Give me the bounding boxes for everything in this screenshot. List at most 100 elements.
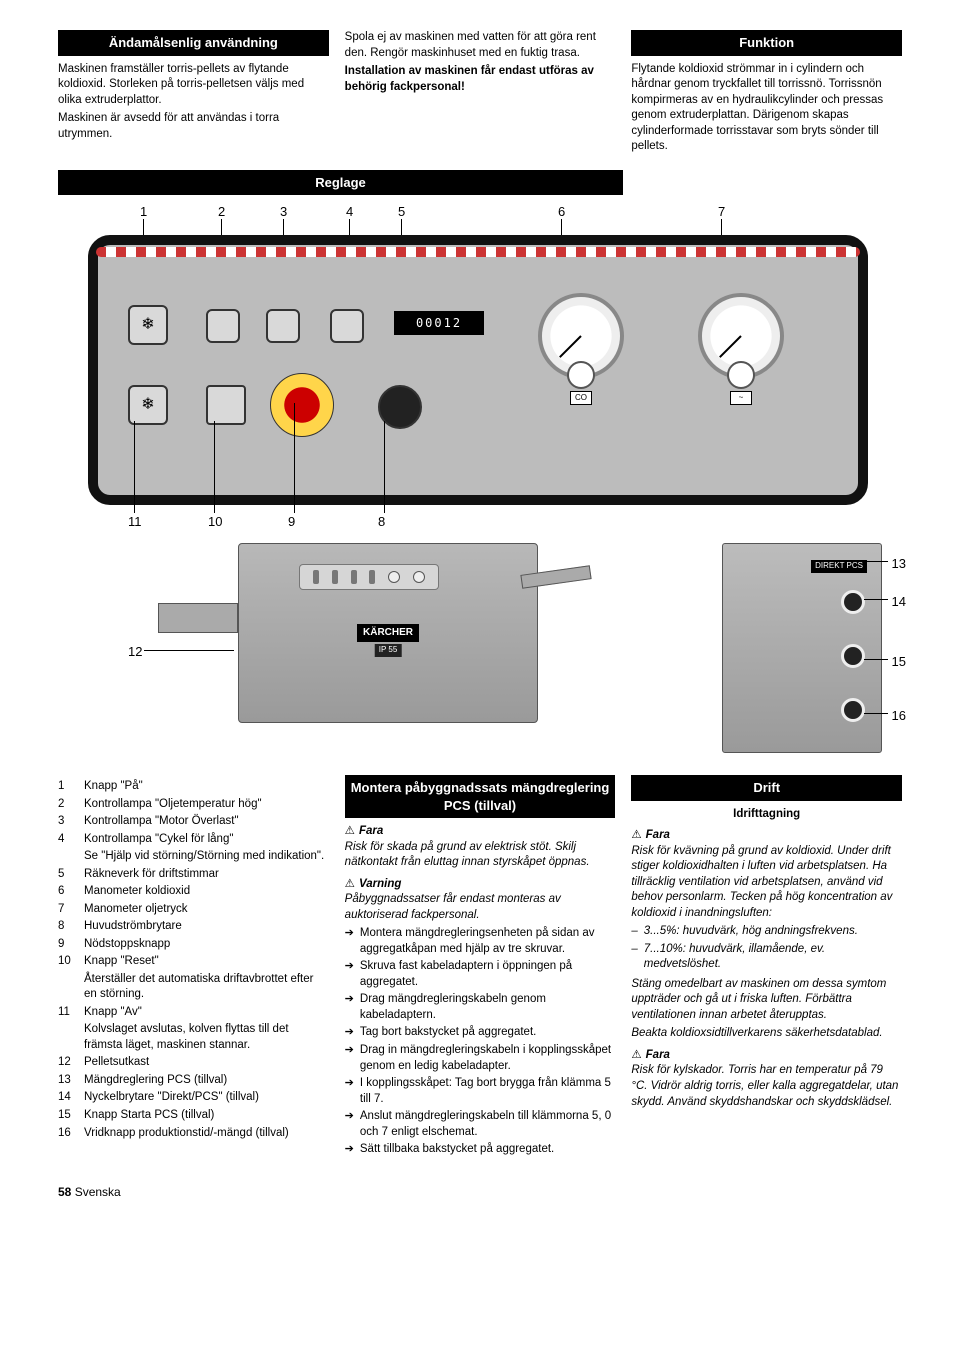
- legend-text: Knapp "Reset": [84, 954, 329, 970]
- top-col-2: Spola ej av maskinen med vatten för att …: [345, 30, 616, 158]
- lead: [294, 403, 295, 513]
- callout-14: 14: [892, 593, 906, 611]
- legend-text: Nyckelbrytare "Direkt/PCS" (tillval): [84, 1090, 329, 1106]
- reset-button-icon: [206, 385, 246, 425]
- legend-number: 16: [58, 1126, 76, 1142]
- gauge-oil-label: ~: [730, 391, 752, 405]
- emergency-stop: [270, 373, 334, 437]
- legend-row: 4Kontrollampa "Cykel för lång": [58, 832, 329, 848]
- top-col-1: Ändamålsenlig användning Maskinen framst…: [58, 30, 329, 158]
- callout-12: 12: [128, 643, 142, 661]
- legend-extra: Återställer det automatiska driftavbrott…: [58, 972, 329, 1003]
- legend-extra: Kolvslaget avslutas, kolven flyttas till…: [58, 1022, 329, 1053]
- step-item: I kopplingsskåpet: Tag bort brygga från …: [345, 1076, 616, 1107]
- legend-row: 13Mängdreglering PCS (tillval): [58, 1073, 329, 1089]
- gauge-co2: CO: [538, 293, 624, 379]
- legend-number: 5: [58, 867, 76, 883]
- machine-chute: [520, 565, 591, 589]
- drift-sub: Idrifttagning: [631, 807, 902, 823]
- brand-badge: KÄRCHER: [357, 624, 419, 642]
- symptom-item: 7...10%: huvudvärk, illamående, ev. medv…: [631, 942, 902, 973]
- callout-10: 10: [208, 513, 222, 531]
- legend-number: 11: [58, 1005, 76, 1021]
- legend-row: 15Knapp Starta PCS (tillval): [58, 1108, 329, 1124]
- callout-3: 3: [280, 203, 287, 221]
- bottom-columns: 1Knapp "På" 2 Kontrollampa "Oljetemperatur…: [58, 773, 902, 1161]
- callout-6: 6: [558, 203, 565, 221]
- header-andamal: Ändamålsenlig användning: [58, 30, 329, 56]
- legend-text: Huvudströmbrytare: [84, 919, 329, 935]
- montera-varning-text: Påbyggnadssatser får endast monteras av …: [345, 892, 616, 923]
- legend-number: 7: [58, 902, 76, 918]
- legend-column: 1Knapp "På" 2 Kontrollampa "Oljetemperatur…: [58, 773, 329, 1161]
- symptom-item: 3...5%: huvudvärk, hög andningsfrekvens.: [631, 924, 902, 940]
- legend-text: Pelletsutkast: [84, 1055, 329, 1071]
- lead: [144, 650, 234, 651]
- legend-text: Vridknapp produktionstid/-mängd (tillval…: [84, 1126, 329, 1142]
- legend-number: 1: [58, 779, 76, 795]
- callout-4: 4: [346, 203, 353, 221]
- legend-row: 16 Vridknapp produktionstid/-mängd (till…: [58, 1126, 329, 1142]
- page-number: 58: [58, 1185, 71, 1199]
- montera-fara-label: ⚠Fara: [345, 824, 616, 840]
- drift-fara2-text: Risk för kylskador. Torris har en temper…: [631, 1063, 902, 1110]
- gauge-oil: ~: [698, 293, 784, 379]
- off-button-icon: ❄: [128, 385, 168, 425]
- drift-symptoms: 3...5%: huvudvärk, hög andningsfrekvens.…: [631, 924, 902, 973]
- lamp-motor-overload: [266, 309, 300, 343]
- page-lang: Svenska: [75, 1185, 121, 1199]
- lead: [384, 421, 385, 513]
- legend-row: 11 Knapp "Av": [58, 1005, 329, 1021]
- legend-text: Knapp Starta PCS (tillval): [84, 1108, 329, 1124]
- header-montera: Montera påbyggnadssats mängdreglering PC…: [345, 775, 616, 818]
- lead: [864, 713, 888, 714]
- legend-row: 9 Nödstoppsknapp: [58, 937, 329, 953]
- legend-row: 7Manometer oljetryck: [58, 902, 329, 918]
- montera-steps: Montera mängdregleringsenheten på sidan …: [345, 926, 616, 1157]
- legend-text: Kontrollampa "Oljetemperatur hög": [84, 797, 329, 813]
- legend-text: Kontrollampa "Motor Överlast": [84, 814, 329, 830]
- pcs-unit: DIREKT PCS: [722, 543, 882, 753]
- lead: [134, 421, 135, 513]
- andamal-p2: Maskinen är avsedd för att användas i to…: [58, 111, 329, 142]
- legend-number: 13: [58, 1073, 76, 1089]
- montera-varning-label: ⚠Varning: [345, 877, 616, 893]
- callout-7: 7: [718, 203, 725, 221]
- legend-text: Knapp "Av": [84, 1005, 329, 1021]
- legend-number: 4: [58, 832, 76, 848]
- callout-11: 11: [128, 513, 142, 531]
- callout-13: 13: [892, 555, 906, 573]
- legend-number: 8: [58, 919, 76, 935]
- drift-column: Drift Idrifttagning ⚠Fara Risk för kvävn…: [631, 773, 902, 1161]
- header-reglage: Reglage: [58, 170, 623, 196]
- top-col-3: Funktion Flytande koldioxid strömmar in …: [631, 30, 902, 158]
- legend-row: 6Manometer koldioxid: [58, 884, 329, 900]
- step-item: Drag mängdregleringskabeln genom kabelad…: [345, 992, 616, 1023]
- col2-p1: Spola ej av maskinen med vatten för att …: [345, 30, 616, 61]
- callout-9: 9: [288, 513, 295, 531]
- step-item: Anslut mängdregleringskabeln till klämmo…: [345, 1109, 616, 1140]
- callout-2: 2: [218, 203, 225, 221]
- legend-number: 14: [58, 1090, 76, 1106]
- legend-row: 5Räkneverk för driftstimmar: [58, 867, 329, 883]
- legend-number: 9: [58, 937, 76, 953]
- header-funktion: Funktion: [631, 30, 902, 56]
- drift-after2: Beakta koldioxsidtillverkarens säkerhets…: [631, 1026, 902, 1042]
- drift-fara1-text: Risk för kvävning på grund av koldioxid.…: [631, 844, 902, 922]
- step-item: Montera mängdregleringsenheten på sidan …: [345, 926, 616, 957]
- legend-number: 2: [58, 797, 76, 813]
- andamal-p1: Maskinen framställer torris-pellets av f…: [58, 62, 329, 109]
- legend-row: 1Knapp "På": [58, 779, 329, 795]
- legend-row: 12Pelletsutkast: [58, 1055, 329, 1071]
- col2-p2: Installation av maskinen får endast utfö…: [345, 64, 616, 95]
- gauge-co2-label: CO: [570, 391, 592, 405]
- controls-diagram: 1 2 3 4 5 6 7 ❄ 00012 CO ~ ❄ 11 10 9: [58, 203, 902, 763]
- callout-16: 16: [892, 707, 906, 725]
- legend-list: 1Knapp "På" 2 Kontrollampa "Oljetemperatur…: [58, 779, 329, 1141]
- lamp-cycle-long: [330, 309, 364, 343]
- legend-number: 3: [58, 814, 76, 830]
- montera-fara-text: Risk för skada på grund av elektrisk stö…: [345, 840, 616, 871]
- funktion-p1: Flytande koldioxid strömmar in i cylinde…: [631, 62, 902, 155]
- legend-text: Manometer koldioxid: [84, 884, 329, 900]
- legend-text: Nödstoppsknapp: [84, 937, 329, 953]
